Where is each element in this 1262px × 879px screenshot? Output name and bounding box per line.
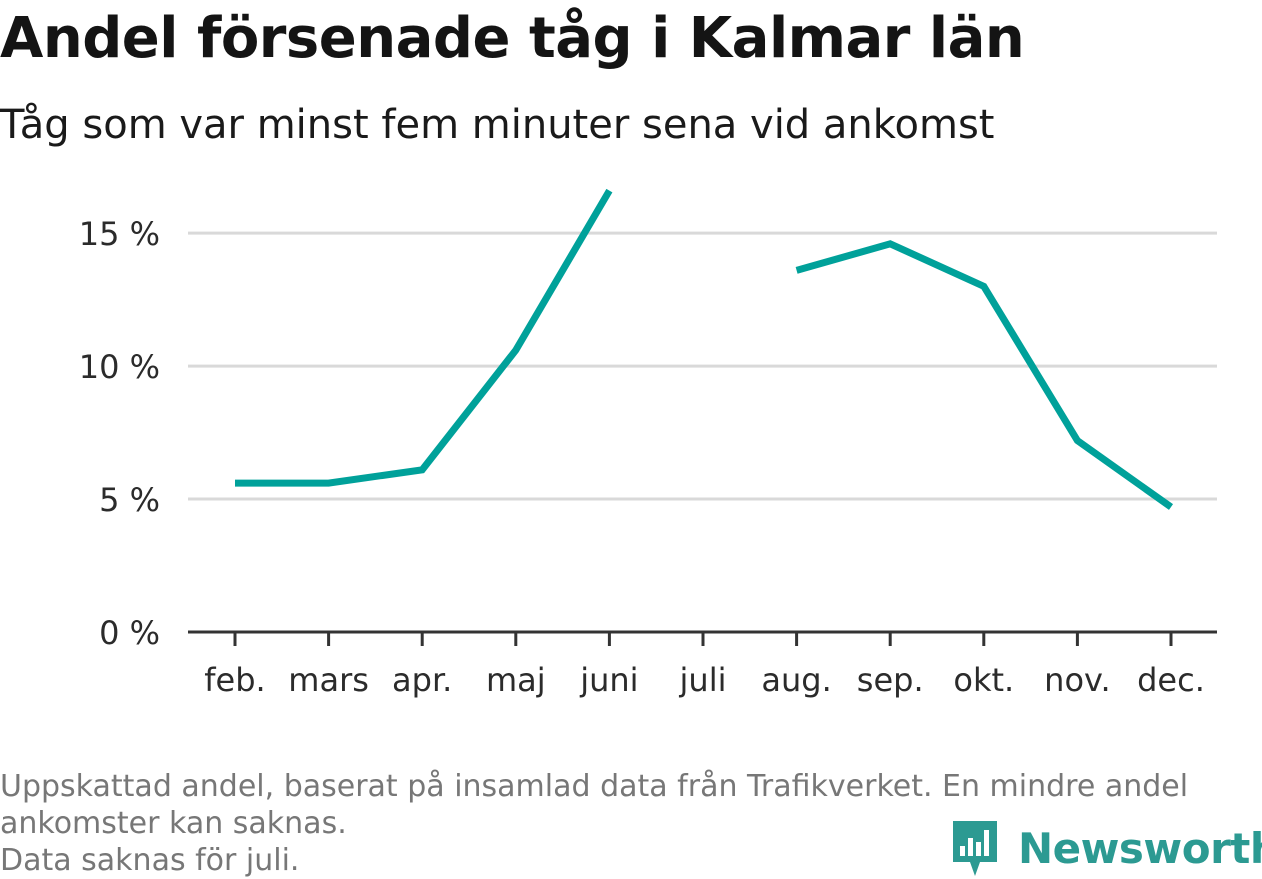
- x-axis: [188, 630, 1217, 646]
- line-chart: 0 % 5 % 10 % 15 % feb. mars apr. maj juni juli au…: [79, 188, 1217, 699]
- chart-title: Andel försenade tåg i Kalmar län: [0, 6, 1025, 71]
- bar-chart-speech-icon: [953, 821, 997, 876]
- x-tick-label-0: feb.: [204, 661, 265, 699]
- x-axis-ticks: feb. mars apr. maj juni juli aug. sep. okt. nov. d…: [204, 661, 1205, 699]
- y-axis-ticks: 0 % 5 % 10 % 15 %: [79, 215, 160, 652]
- x-tick-label-6: aug.: [761, 661, 831, 699]
- y-tick-label-10: 10 %: [79, 348, 160, 386]
- source-note: Uppskattad andel, baserat på insamlad da…: [0, 769, 1189, 841]
- x-tick-label-8: okt.: [953, 661, 1014, 699]
- chart-subtitle: Tåg som var minst fem minuter sena vid a…: [0, 102, 995, 148]
- series-lines: [235, 188, 1174, 510]
- x-tick-label-2: apr.: [392, 661, 452, 699]
- series-line-segment-0: [235, 188, 613, 487]
- x-tick-label-1: mars: [288, 661, 369, 699]
- x-tick-label-10: dec.: [1137, 661, 1205, 699]
- x-tick-label-5: juli: [679, 661, 727, 699]
- logo-text: Newsworthy: [1018, 823, 1262, 873]
- x-tick-label-7: sep.: [857, 661, 924, 699]
- missing-data-note: Data saknas för juli.: [0, 843, 300, 878]
- y-tick-label-15: 15 %: [79, 215, 160, 253]
- x-tick-label-3: maj: [486, 661, 546, 699]
- y-tick-label-5: 5 %: [99, 481, 160, 519]
- y-tick-label-0: 0 %: [99, 614, 160, 652]
- series-line-segment-1: [795, 240, 1174, 510]
- grid-lines: [188, 231, 1217, 501]
- newsworthy-logo: Newsworthy: [950, 818, 1262, 878]
- chart-footer: Uppskattad andel, baserat på insamlad da…: [0, 768, 1250, 879]
- x-tick-label-9: nov.: [1044, 661, 1110, 699]
- x-tick-label-4: juni: [579, 661, 638, 699]
